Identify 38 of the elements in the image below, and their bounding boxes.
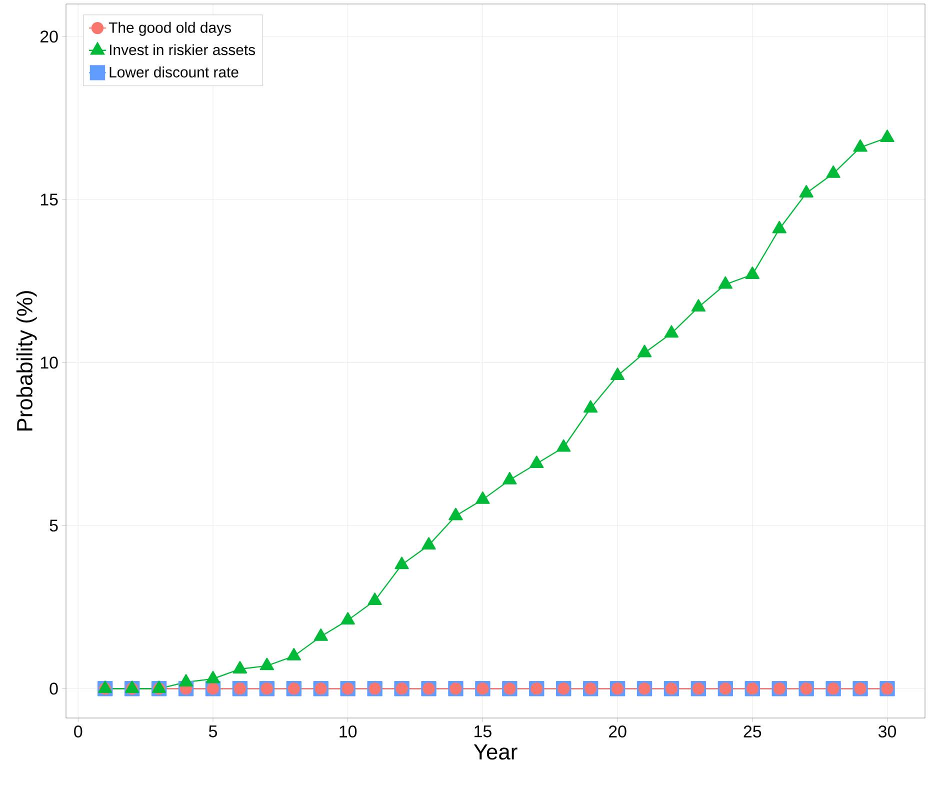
- x-tick-label: 25: [744, 726, 762, 738]
- point: [394, 556, 409, 570]
- x-axis-title: Year: [474, 744, 518, 760]
- x-tick-label: 30: [878, 726, 896, 738]
- point: [610, 368, 625, 380]
- x-tick-label: 0: [74, 726, 82, 738]
- point: [799, 184, 814, 198]
- point: [691, 299, 706, 312]
- legend-label: Invest in riskier assets: [110, 44, 256, 56]
- point: [502, 472, 517, 484]
- y-tick-label: 0: [50, 682, 58, 695]
- point: [368, 592, 382, 605]
- x-tick-label: 5: [208, 726, 217, 738]
- y-tick-label: 15: [40, 194, 58, 206]
- point: [826, 165, 840, 178]
- point: [556, 439, 571, 452]
- point: [880, 130, 894, 142]
- legend-label: The good old days: [108, 22, 231, 36]
- x-tick-label: 15: [474, 726, 492, 738]
- point: [718, 276, 733, 289]
- legend-label: Lower discount rate: [110, 66, 238, 78]
- x-tick-label: 10: [340, 726, 357, 738]
- point: [853, 139, 868, 152]
- point: [745, 266, 760, 279]
- point: [476, 491, 490, 504]
- point: [340, 612, 355, 625]
- y-tick-label: 5: [50, 520, 58, 532]
- point: [772, 220, 786, 234]
- point: [448, 508, 463, 520]
- point: [664, 325, 679, 338]
- point: [530, 456, 544, 468]
- y-tick-label: 20: [40, 30, 58, 43]
- x-tick-label: 20: [608, 726, 626, 738]
- point: [422, 537, 436, 550]
- point: [637, 344, 652, 358]
- point: [583, 400, 598, 413]
- y-tick-label: 10: [40, 356, 58, 369]
- y-axis-title: Probability (%): [16, 291, 37, 430]
